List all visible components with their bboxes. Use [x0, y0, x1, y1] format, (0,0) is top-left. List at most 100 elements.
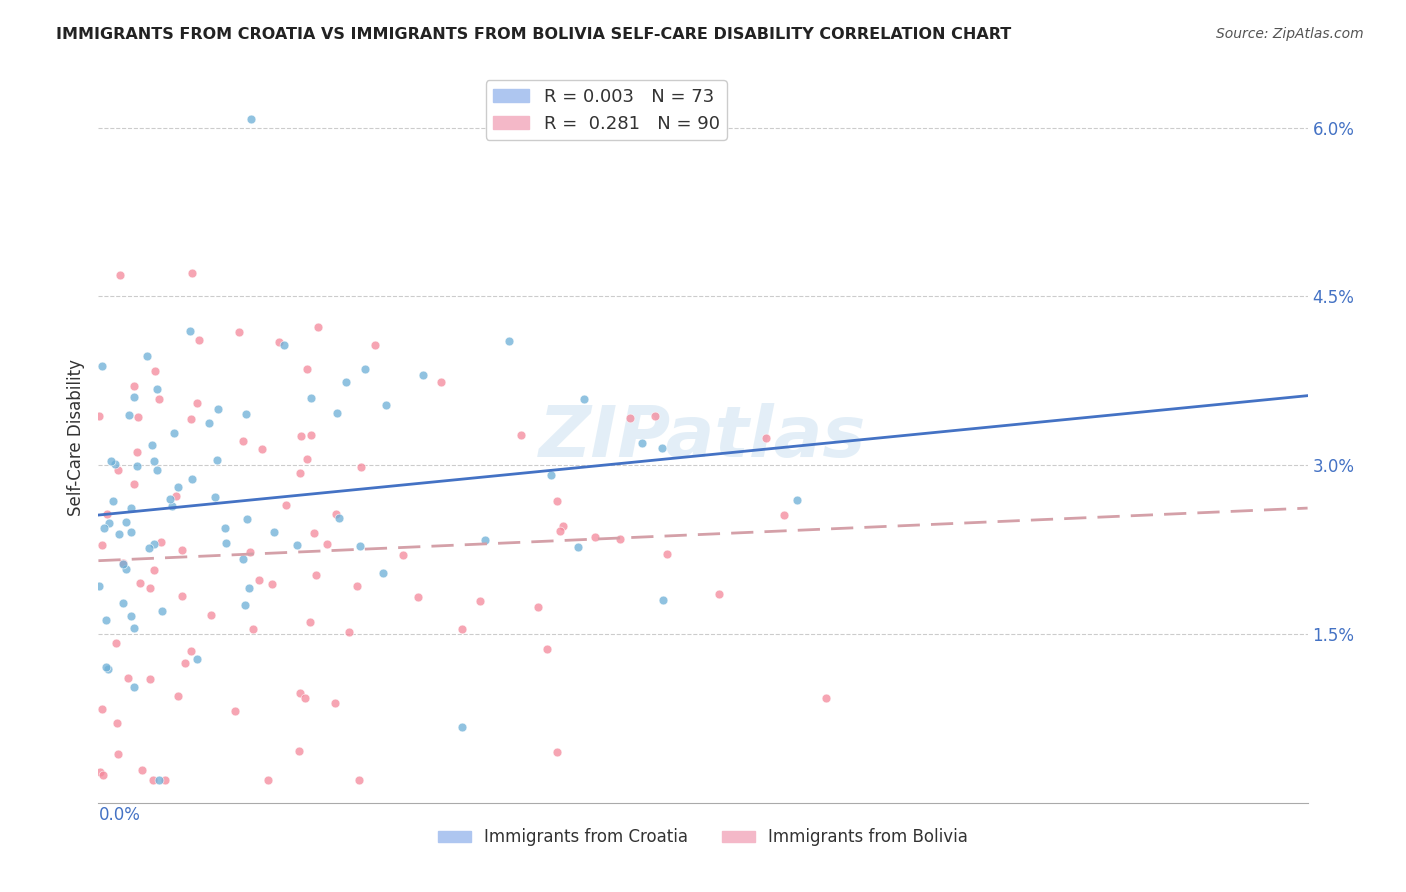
Point: [138, 673, 160, 687]
Point: [619, 411, 641, 425]
Legend: Immigrants from Croatia, Immigrants from Bolivia: Immigrants from Croatia, Immigrants from…: [432, 822, 974, 853]
Point: [339, 625, 361, 640]
Point: [166, 480, 188, 494]
Point: [553, 519, 575, 533]
Point: [207, 402, 229, 417]
Y-axis label: Self-Care Disability: Self-Care Disability: [66, 359, 84, 516]
Point: [707, 587, 730, 601]
Point: [288, 466, 311, 480]
Point: [349, 773, 371, 788]
Point: [160, 499, 183, 513]
Point: [233, 598, 256, 612]
Point: [122, 621, 145, 635]
Point: [108, 268, 131, 283]
Point: [200, 607, 222, 622]
Point: [104, 457, 127, 471]
Point: [114, 562, 136, 576]
Point: [299, 428, 322, 442]
Point: [510, 428, 533, 442]
Point: [98, 516, 121, 530]
Point: [328, 510, 350, 524]
Point: [142, 454, 165, 468]
Point: [299, 392, 322, 406]
Point: [364, 338, 387, 352]
Point: [540, 467, 562, 482]
Point: [141, 438, 163, 452]
Point: [350, 459, 373, 474]
Point: [108, 526, 131, 541]
Point: [124, 390, 146, 404]
Text: ZIPatlas: ZIPatlas: [540, 402, 866, 472]
Point: [117, 409, 139, 423]
Point: [285, 538, 308, 552]
Point: [371, 566, 394, 581]
Point: [125, 458, 148, 473]
Point: [250, 442, 273, 456]
Point: [326, 406, 349, 420]
Point: [527, 600, 550, 615]
Point: [150, 604, 173, 618]
Point: [567, 540, 589, 554]
Point: [224, 704, 246, 718]
Point: [228, 325, 250, 339]
Point: [451, 622, 474, 636]
Point: [273, 337, 295, 351]
Point: [146, 383, 169, 397]
Point: [247, 574, 270, 588]
Point: [111, 556, 134, 570]
Point: [652, 593, 675, 607]
Text: 0.0%: 0.0%: [98, 806, 141, 824]
Point: [94, 613, 117, 627]
Point: [135, 349, 157, 363]
Point: [163, 426, 186, 441]
Point: [111, 557, 134, 571]
Point: [412, 368, 434, 383]
Point: [267, 334, 290, 349]
Point: [406, 590, 429, 604]
Point: [188, 333, 211, 347]
Point: [120, 608, 142, 623]
Point: [111, 595, 134, 609]
Point: [655, 547, 678, 561]
Point: [630, 435, 652, 450]
Point: [180, 266, 202, 280]
Point: [297, 361, 319, 376]
Point: [139, 581, 162, 595]
Point: [294, 690, 316, 705]
Point: [536, 641, 558, 656]
Point: [304, 526, 326, 541]
Point: [122, 477, 145, 491]
Point: [159, 491, 181, 506]
Point: [815, 691, 838, 706]
Point: [375, 398, 398, 412]
Point: [346, 578, 368, 592]
Point: [297, 452, 319, 467]
Point: [105, 636, 128, 650]
Point: [186, 395, 208, 409]
Point: [179, 324, 201, 338]
Point: [90, 702, 112, 716]
Point: [392, 549, 415, 563]
Point: [122, 378, 145, 392]
Point: [166, 689, 188, 703]
Point: [288, 744, 311, 758]
Point: [148, 773, 170, 788]
Point: [238, 581, 260, 595]
Point: [290, 429, 312, 443]
Point: [474, 533, 496, 548]
Point: [335, 375, 357, 389]
Point: [205, 453, 228, 467]
Point: [450, 720, 472, 734]
Point: [89, 764, 111, 779]
Point: [263, 524, 285, 539]
Point: [353, 361, 375, 376]
Point: [323, 696, 346, 710]
Point: [93, 521, 115, 535]
Point: [143, 537, 166, 551]
Point: [298, 615, 321, 629]
Point: [129, 576, 152, 591]
Point: [430, 376, 453, 390]
Point: [197, 416, 219, 430]
Point: [114, 516, 136, 530]
Point: [325, 507, 347, 521]
